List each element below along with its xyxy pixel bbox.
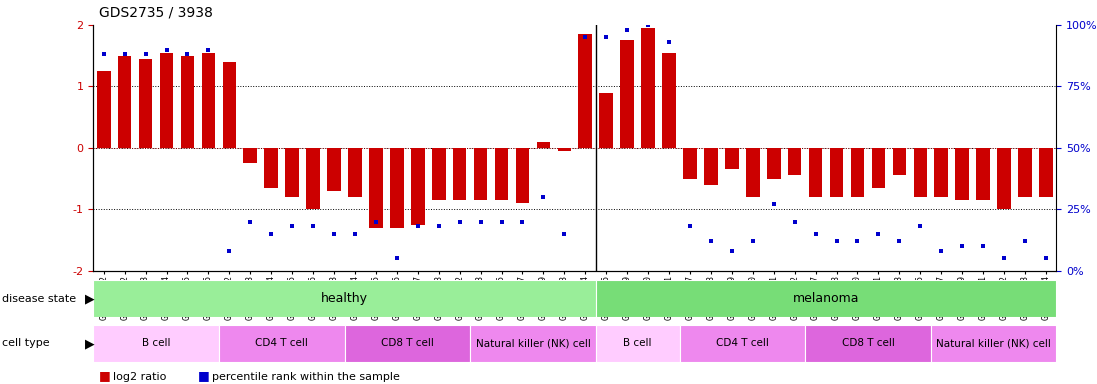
Bar (596, 325, 679, 362)
Bar (767, 148, 781, 179)
Bar (516, 148, 529, 203)
Bar (219, 325, 344, 362)
Bar (93, 280, 596, 317)
Bar (471, 325, 596, 362)
Bar (955, 148, 969, 200)
Text: Natural killer (NK) cell: Natural killer (NK) cell (475, 338, 590, 349)
Bar (930, 325, 1056, 362)
Bar (306, 148, 320, 209)
Bar (495, 148, 508, 200)
Bar (348, 148, 362, 197)
Bar (997, 148, 1010, 209)
Text: CD4 T cell: CD4 T cell (716, 338, 769, 349)
Text: GDS2735 / 3938: GDS2735 / 3938 (99, 5, 213, 19)
Bar (872, 148, 885, 188)
Text: CD8 T cell: CD8 T cell (841, 338, 894, 349)
Text: CD8 T cell: CD8 T cell (381, 338, 433, 349)
Bar (344, 325, 471, 362)
Text: log2 ratio: log2 ratio (113, 372, 167, 382)
Bar (557, 148, 572, 151)
Bar (679, 325, 805, 362)
Bar (746, 148, 759, 197)
Bar (139, 59, 152, 148)
Bar (453, 148, 466, 200)
Text: Natural killer (NK) cell: Natural killer (NK) cell (936, 338, 1051, 349)
Bar (97, 71, 111, 148)
Bar (596, 280, 1056, 317)
Text: percentile rank within the sample: percentile rank within the sample (212, 372, 399, 382)
Bar (411, 148, 425, 225)
Bar (327, 148, 341, 191)
Bar (369, 148, 383, 228)
Text: CD4 T cell: CD4 T cell (256, 338, 308, 349)
Bar (202, 53, 215, 148)
Bar (805, 325, 930, 362)
Bar (893, 148, 906, 175)
Bar (621, 40, 634, 148)
Bar (599, 93, 613, 148)
Text: B cell: B cell (142, 338, 170, 349)
Text: ▶: ▶ (84, 337, 94, 350)
Bar (264, 148, 278, 188)
Text: ■: ■ (197, 369, 210, 382)
Text: cell type: cell type (2, 338, 49, 349)
Bar (117, 56, 132, 148)
Bar (683, 148, 697, 179)
Bar (1039, 148, 1053, 197)
Bar (536, 142, 551, 148)
Bar (642, 28, 655, 148)
Bar (160, 53, 173, 148)
Bar (181, 56, 194, 148)
Bar (704, 148, 717, 185)
Text: ▶: ▶ (84, 292, 94, 305)
Text: melanoma: melanoma (793, 292, 859, 305)
Bar (244, 148, 257, 163)
Bar (578, 34, 592, 148)
Bar (976, 148, 989, 200)
Bar (391, 148, 404, 228)
Text: disease state: disease state (2, 293, 77, 304)
Bar (285, 148, 299, 197)
Bar (432, 148, 445, 200)
Bar (1018, 148, 1032, 197)
Bar (935, 148, 948, 197)
Bar (914, 148, 927, 197)
Bar (474, 148, 487, 200)
Bar (788, 148, 802, 175)
Bar (223, 62, 236, 148)
Text: B cell: B cell (623, 338, 652, 349)
Bar (808, 148, 823, 197)
Bar (93, 325, 219, 362)
Text: healthy: healthy (321, 292, 367, 305)
Bar (829, 148, 844, 197)
Text: ■: ■ (99, 369, 111, 382)
Bar (725, 148, 738, 169)
Bar (663, 53, 676, 148)
Bar (850, 148, 864, 197)
